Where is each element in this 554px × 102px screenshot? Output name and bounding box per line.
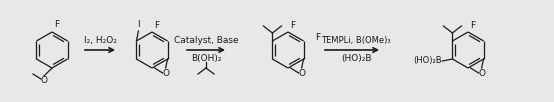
Text: F: F (154, 21, 159, 30)
Text: O: O (478, 69, 485, 78)
Text: B(OH)₂: B(OH)₂ (191, 54, 221, 63)
Text: TEMPLi, B(OMe)₃: TEMPLi, B(OMe)₃ (321, 36, 391, 45)
Text: I₂, H₂O₂: I₂, H₂O₂ (84, 36, 116, 45)
Text: O: O (40, 76, 48, 85)
Text: O: O (298, 69, 305, 78)
Text: F: F (315, 33, 320, 42)
Text: (HO)₂B: (HO)₂B (341, 54, 371, 63)
Text: F: F (470, 21, 475, 30)
Text: I: I (137, 20, 140, 29)
Text: F: F (54, 20, 59, 29)
Text: F: F (290, 21, 295, 30)
Text: O: O (162, 69, 169, 78)
Text: (HO)₂B: (HO)₂B (413, 57, 442, 65)
Text: Catalyst, Base: Catalyst, Base (174, 36, 238, 45)
